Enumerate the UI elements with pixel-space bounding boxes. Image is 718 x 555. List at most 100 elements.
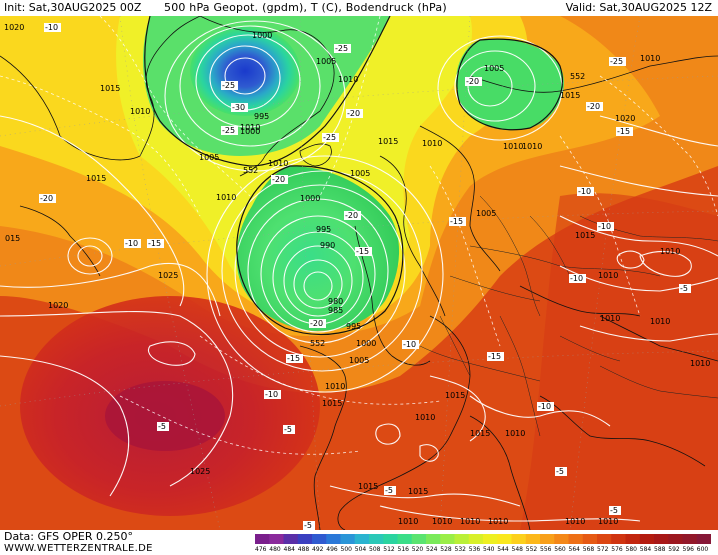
- website-credit: WWW.WETTERZENTRALE.DE: [4, 543, 153, 554]
- isobar-label: 1015: [575, 231, 595, 240]
- isobar-label: 1005: [484, 64, 504, 73]
- isobar-label: 1000: [300, 194, 320, 203]
- isobar-label: 995: [316, 225, 331, 234]
- temperature-label: -5: [610, 506, 618, 515]
- temperature-label: -5: [556, 467, 564, 476]
- height-labels: 552 552 552: [243, 72, 585, 348]
- temperature-label: -10: [403, 340, 416, 349]
- isobar-label: 1010: [422, 139, 442, 148]
- temperature-label-box: [384, 486, 396, 495]
- colorbar-label: 572: [597, 546, 609, 553]
- colorbar-label: 576: [611, 546, 623, 553]
- colorbar-label: 524: [426, 546, 438, 553]
- temperature-label-box: [346, 109, 363, 118]
- colorbar-swatch: [497, 534, 512, 544]
- map-header: Init: Sat,30AUG2025 00Z 500 hPa Geopot. …: [0, 0, 718, 16]
- temperature-label-box: [39, 194, 56, 203]
- colorbar-swatch: [283, 534, 299, 544]
- colorbar-swatch: [340, 534, 356, 544]
- colorbar-label: 528: [440, 546, 452, 553]
- colorbar-swatch: [369, 534, 384, 544]
- temperature-label-box: [303, 521, 315, 530]
- forecast-map: 1020101510101000100510101010995100010051…: [0, 16, 718, 530]
- temperature-label: -25: [222, 81, 235, 90]
- colorbar-label: 588: [654, 546, 666, 553]
- isobar-label: 995: [346, 322, 361, 331]
- temperature-label: -10: [265, 390, 278, 399]
- colorbar-label: 592: [668, 546, 680, 553]
- colorbar-swatch: [625, 534, 641, 544]
- colorbar-swatch: [354, 534, 370, 544]
- temperature-label-box: [487, 352, 504, 361]
- colorbar-swatch: [269, 534, 284, 544]
- isobar-label: 995: [254, 112, 269, 121]
- temperature-label-box: [569, 274, 586, 283]
- temperature-label-box: [597, 222, 614, 231]
- temperature-label: -5: [284, 425, 292, 434]
- temperature-label: -15: [488, 352, 501, 361]
- isobar-label: 1015: [445, 391, 465, 400]
- temperature-label: -15: [148, 239, 161, 248]
- isobar-label: 1010: [432, 517, 452, 526]
- colorbar-labels: 476 480 484 488 492 496 500 504 508 512 516 520 524 5…: [255, 546, 713, 555]
- isobar-label: 1010: [650, 317, 670, 326]
- isobar-label: 1025: [158, 271, 178, 280]
- isobar-labels: 1020101510101000100510101010995100010051…: [4, 23, 710, 526]
- isobar-label: 1000: [240, 127, 260, 136]
- isobar-label: 1015: [560, 91, 580, 100]
- temperature-label-box: [616, 127, 633, 136]
- temperature-label: -25: [610, 57, 623, 66]
- temperature-label: -5: [680, 284, 688, 293]
- isobar-label: 1015: [378, 137, 398, 146]
- isobar-label: 1005: [349, 356, 369, 365]
- map-title: 500 hPa Geopot. (gpdm), T (C), Bodendruc…: [164, 1, 447, 14]
- temperature-label: -15: [450, 217, 463, 226]
- isobar-label: 1010: [216, 193, 236, 202]
- height-label: 552: [570, 72, 585, 81]
- colorbar-label: 508: [369, 546, 381, 553]
- colorbar-label: 512: [383, 546, 395, 553]
- isobar-label: 1000: [356, 339, 376, 348]
- isobar-label: 1015: [470, 429, 490, 438]
- temperature-label: -25: [335, 44, 348, 53]
- isobar-label: 1010: [398, 517, 418, 526]
- colorbar-label: 532: [454, 546, 466, 553]
- temperature-label-box: [44, 23, 61, 32]
- isobar-label: 1010: [503, 142, 523, 151]
- temperature-label: -20: [345, 211, 358, 220]
- low-northeast-green: [456, 39, 564, 131]
- temperature-label-box: [221, 81, 238, 90]
- colorbar-swatch: [397, 534, 413, 544]
- data-source: Data: GFS OPER 0.250°: [4, 530, 133, 543]
- isobar-label: 1015: [358, 482, 378, 491]
- isobar-label: 1025: [190, 467, 210, 476]
- temperature-label: -20: [40, 194, 53, 203]
- temperature-label-box: [264, 390, 281, 399]
- isobar-label: 1005: [199, 153, 219, 162]
- colorbar-label: 564: [568, 546, 580, 553]
- init-time: Init: Sat,30AUG2025 00Z: [4, 1, 142, 14]
- colorbar-label: 536: [468, 546, 481, 553]
- temperature-label: -25: [323, 133, 336, 142]
- temperature-label-box: [402, 340, 419, 349]
- temperature-label-box: [609, 57, 626, 66]
- low-central-green: [236, 166, 400, 331]
- colorbar-swatch: [540, 534, 555, 544]
- isobar-label: 1010: [690, 359, 710, 368]
- temperature-label-box: [449, 217, 466, 226]
- temperature-label-box: [286, 354, 303, 363]
- temperature-label: -10: [45, 23, 58, 32]
- height-label: 552: [243, 166, 258, 175]
- temperature-label-box: [221, 126, 238, 135]
- colorbar-swatch: [696, 534, 711, 544]
- isobars: [0, 20, 718, 522]
- temperature-label: -10: [598, 222, 611, 231]
- colorbar-label: 492: [312, 546, 324, 553]
- isobar-label: 1010: [240, 123, 260, 132]
- colorbar-label: 504: [354, 546, 367, 553]
- isobar-label: 1010: [660, 247, 680, 256]
- isobar-label: 1010: [415, 413, 435, 422]
- isobar-label: 1010: [130, 107, 150, 116]
- temperature-label: -20: [272, 175, 285, 184]
- isobar-label: 1010: [505, 429, 525, 438]
